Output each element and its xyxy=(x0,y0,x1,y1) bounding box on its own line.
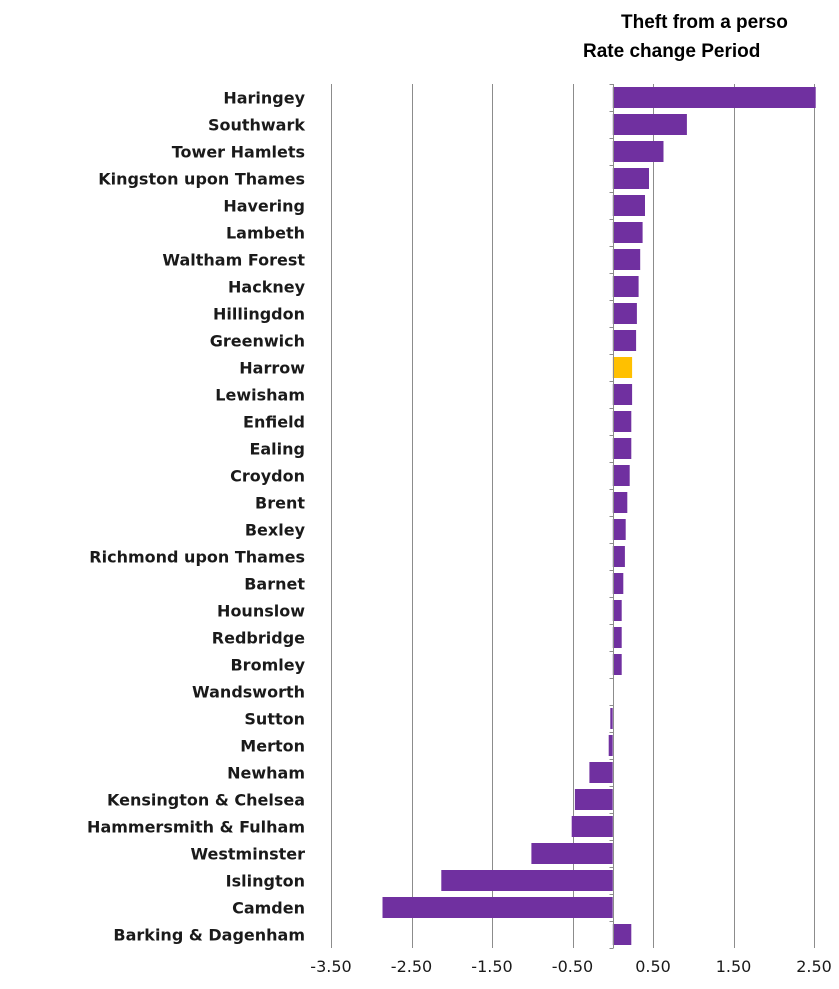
category-label: Barnet xyxy=(244,575,305,594)
category-label: Newham xyxy=(227,764,305,783)
bar-sutton xyxy=(610,708,613,729)
category-label: Bexley xyxy=(245,521,306,540)
bar-lewisham xyxy=(612,384,633,405)
category-label: Kensington & Chelsea xyxy=(107,791,305,810)
category-label: Islington xyxy=(226,872,305,891)
category-label: Brent xyxy=(255,494,305,513)
x-tick-label: -0.50 xyxy=(552,957,593,976)
category-label: Kingston upon Thames xyxy=(98,170,305,189)
x-tick-label: -1.50 xyxy=(471,957,512,976)
bar-richmond-upon-thames xyxy=(612,546,625,567)
category-label: Lambeth xyxy=(226,224,305,243)
bar-camden xyxy=(382,897,613,918)
bar-harrow xyxy=(612,357,633,378)
category-label: Richmond upon Thames xyxy=(89,548,305,567)
category-label: Barking & Dagenham xyxy=(113,926,305,945)
category-label: Haringey xyxy=(223,89,305,108)
category-labels: Haringey Southwark Tower Hamlets Kingston u… xyxy=(87,89,306,945)
bar-westminster xyxy=(531,843,613,864)
bar-greenwich xyxy=(612,330,637,351)
bar-redbridge xyxy=(612,627,622,648)
bar-hammersmith-fulham xyxy=(571,816,613,837)
chart-title-line-2: Rate change Period xyxy=(583,41,760,62)
bar-barnet xyxy=(612,573,624,594)
category-label: Enfield xyxy=(243,413,305,432)
category-label: Merton xyxy=(240,737,305,756)
category-label: Redbridge xyxy=(212,629,305,648)
category-label: Greenwich xyxy=(210,332,305,351)
category-label: Hackney xyxy=(228,278,306,297)
category-label: Ealing xyxy=(249,440,305,459)
x-tick-label: 1.50 xyxy=(716,957,752,976)
bar-ealing xyxy=(612,438,632,459)
chart-title-line-1: Theft from a perso xyxy=(621,12,788,33)
bar-hackney xyxy=(612,276,639,297)
category-label: Waltham Forest xyxy=(162,251,305,270)
category-label: Hillingdon xyxy=(213,305,305,324)
bar-waltham-forest xyxy=(612,249,641,270)
category-label: Havering xyxy=(223,197,305,216)
category-label: Hounslow xyxy=(217,602,305,621)
category-label: Bromley xyxy=(230,656,305,675)
bar-brent xyxy=(612,492,628,513)
x-tick-label: 0.50 xyxy=(635,957,671,976)
bar-bexley xyxy=(612,519,626,540)
bar-croydon xyxy=(612,465,630,486)
category-label: Lewisham xyxy=(215,386,305,405)
gridlines xyxy=(331,84,815,948)
category-label: Camden xyxy=(232,899,305,918)
bar-newham xyxy=(589,762,613,783)
bars xyxy=(382,87,816,945)
chart-title: Theft from a perso Rate change Period xyxy=(583,12,788,62)
bar-tower-hamlets xyxy=(612,141,664,162)
category-label: Tower Hamlets xyxy=(172,143,305,162)
bar-southwark xyxy=(612,114,687,135)
bar-hounslow xyxy=(612,600,622,621)
zero-axis xyxy=(609,84,614,949)
x-tick-label: 2.50 xyxy=(796,957,832,976)
bar-kingston-upon-thames xyxy=(612,168,649,189)
bar-hillingdon xyxy=(612,303,637,324)
bar-kensington-chelsea xyxy=(574,789,613,810)
category-label: Croydon xyxy=(230,467,305,486)
bar-haringey xyxy=(612,87,816,108)
bar-bromley xyxy=(612,654,622,675)
bar-merton xyxy=(608,735,613,756)
category-label: Sutton xyxy=(244,710,305,729)
bar-lambeth xyxy=(612,222,643,243)
x-tick-label: -3.50 xyxy=(310,957,351,976)
category-label: Westminster xyxy=(190,845,305,864)
bar-barking-dagenham xyxy=(612,924,632,945)
category-label: Harrow xyxy=(239,359,305,378)
x-tick-label: -2.50 xyxy=(391,957,432,976)
bar-islington xyxy=(441,870,613,891)
bar-enfield xyxy=(612,411,632,432)
x-axis-tick-labels: -3.50 -2.50 -1.50 -0.50 0.50 1.50 2.50 xyxy=(310,957,832,976)
category-label: Wandsworth xyxy=(192,683,305,702)
category-label: Southwark xyxy=(208,116,305,135)
bar-havering xyxy=(612,195,645,216)
category-label: Hammersmith & Fulham xyxy=(87,818,305,837)
